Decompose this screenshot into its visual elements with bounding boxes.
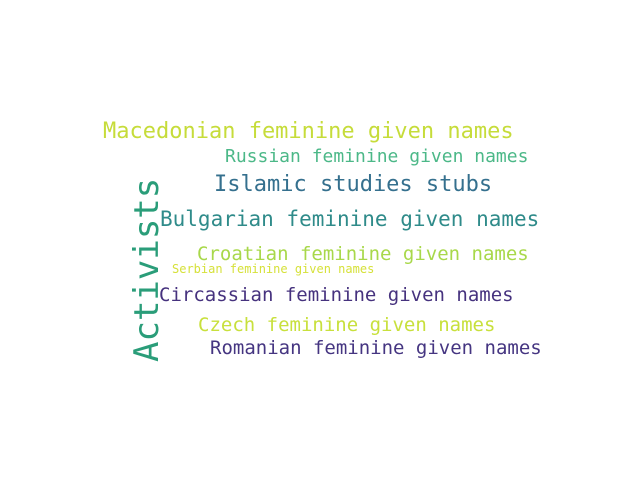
word-islamic-studies-stubs: Islamic studies stubs xyxy=(214,172,493,197)
word-bulgarian-feminine-given-names: Bulgarian feminine given names xyxy=(160,207,540,231)
word-romanian-feminine-given-names: Romanian feminine given names xyxy=(210,337,542,359)
word-circassian-feminine-given-names: Circassian feminine given names xyxy=(159,284,514,306)
word-czech-feminine-given-names: Czech feminine given names xyxy=(198,314,496,336)
word-macedonian-feminine-given-names: Macedonian feminine given names xyxy=(103,119,514,144)
word-russian-feminine-given-names: Russian feminine given names xyxy=(225,146,529,167)
word-activists: Activists xyxy=(127,177,167,362)
word-serbian-feminine-given-names: Serbian feminine given names xyxy=(172,262,375,276)
word-croatian-feminine-given-names: Croatian feminine given names xyxy=(197,243,529,265)
